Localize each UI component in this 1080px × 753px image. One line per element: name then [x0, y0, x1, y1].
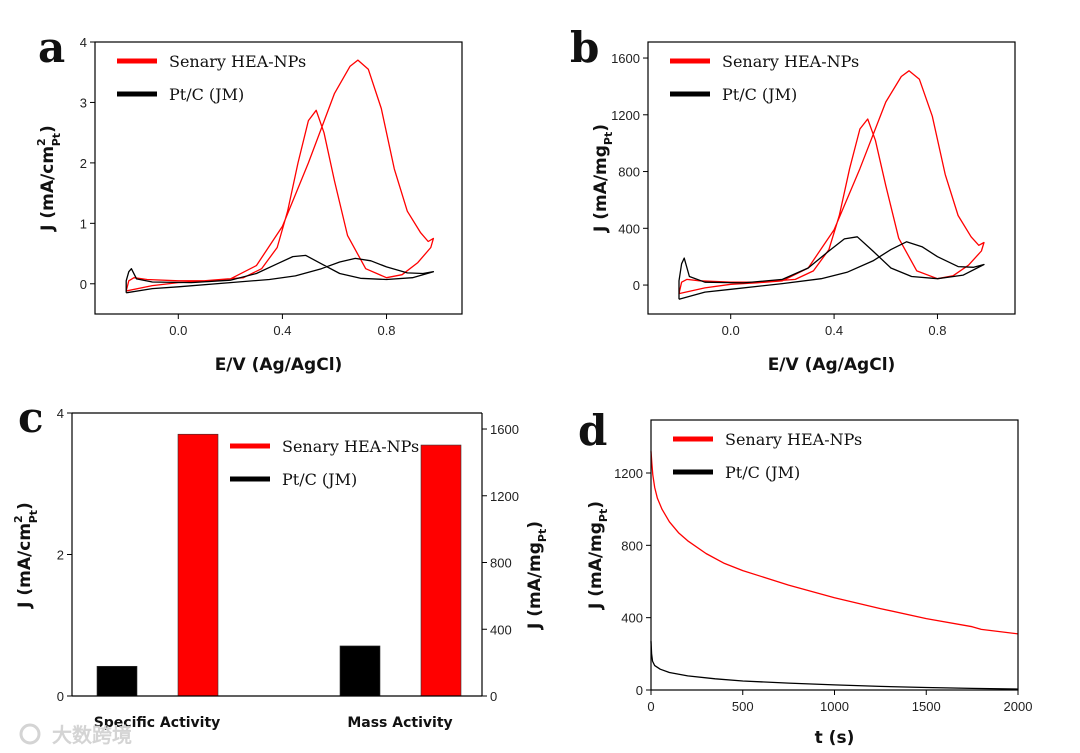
- series-line-ptc: [678, 236, 985, 300]
- series-line-hea: [678, 70, 985, 295]
- legend-label: Senary HEA-NPs: [725, 430, 862, 449]
- ylabel-main: J (mA/mg: [591, 145, 611, 233]
- legend-label: Pt/C (JM): [722, 85, 797, 104]
- x-tick-label: 0: [647, 699, 654, 714]
- y-tick-label-left: 4: [57, 406, 64, 421]
- y-tick-label: 800: [618, 165, 640, 180]
- y-tick-label: 400: [621, 611, 643, 626]
- y-tick-label: 0: [80, 277, 87, 292]
- bar-ptc: [96, 665, 138, 697]
- legend-label: Senary HEA-NPs: [282, 437, 419, 456]
- y-tick-label: 1200: [614, 466, 643, 481]
- x-tick-label: 1500: [912, 699, 941, 714]
- x-tick-label: 1000: [820, 699, 849, 714]
- ylabel-sup: 2: [12, 515, 25, 523]
- plot-frame: [647, 41, 1016, 315]
- panel-d: d 0 500 1000 1500 2000 0 400 800 1200 t (s) J (mA/m…: [578, 406, 1032, 748]
- ylabel-main: J (mA/cm: [15, 523, 35, 609]
- y-tick-label: 0: [633, 278, 640, 293]
- x-tick-label: 0.4: [825, 323, 843, 338]
- x-axis-label: t (s): [815, 728, 855, 748]
- y-tick-label: 1: [80, 216, 87, 231]
- panel-letter: d: [578, 406, 607, 455]
- ylabel-sub: Pt: [50, 133, 63, 146]
- y-tick-label-right: 400: [490, 622, 512, 637]
- series-line-hea: [650, 451, 1019, 635]
- y-tick-label-right: 1600: [490, 422, 519, 437]
- x-tick-label: 0.8: [377, 323, 395, 338]
- y-tick-label: 4: [80, 35, 87, 50]
- bar-hea: [420, 444, 462, 697]
- y-tick-label: 0: [636, 683, 643, 698]
- bar-ptc: [339, 645, 381, 697]
- y-tick-label: 3: [80, 95, 87, 110]
- legend-label: Senary HEA-NPs: [169, 52, 306, 71]
- x-tick-label: 0.8: [928, 323, 946, 338]
- x-axis-label: E/V (Ag/AgCl): [768, 355, 896, 375]
- x-tick-label: 500: [732, 699, 754, 714]
- bar-hea: [177, 433, 219, 697]
- ylabel-sup: 2: [35, 138, 48, 146]
- y-tick-label-right: 0: [490, 689, 497, 704]
- panel-c: c 0 2 4 0 400 800 1200 1600 Specific Activity Mass…: [12, 393, 549, 731]
- legend-label: Pt/C (JM): [282, 470, 357, 489]
- ylabel-sub: Pt: [536, 529, 549, 542]
- y-axis-label-left: J (mA/cm2 Pt): [12, 502, 40, 609]
- y-tick-label-left: 0: [57, 689, 64, 704]
- ylabel-sub: Pt: [27, 510, 40, 523]
- legend-label: Senary HEA-NPs: [722, 52, 859, 71]
- y-axis-label-right: J (mA/mgPt): [525, 521, 549, 630]
- x-tick-label: 0.0: [722, 323, 740, 338]
- y-tick-label-left: 2: [57, 548, 64, 563]
- y-axis-label: J (mA/mgPt): [586, 501, 610, 610]
- plot-frame: [650, 419, 1019, 691]
- y-tick-label-right: 800: [490, 556, 512, 571]
- category-label: Mass Activity: [347, 715, 452, 731]
- series-line-ptc: [650, 641, 1019, 690]
- y-tick-label: 400: [618, 221, 640, 236]
- x-tick-label: 0.0: [169, 323, 187, 338]
- y-tick-label: 800: [621, 538, 643, 553]
- x-tick-label: 0.4: [273, 323, 291, 338]
- plot-frame: [94, 41, 463, 315]
- ylabel-main: J (mA/mg: [525, 542, 545, 630]
- legend-label: Pt/C (JM): [725, 463, 800, 482]
- ylabel-sub: Pt: [602, 132, 615, 145]
- watermark-logo-icon: [19, 723, 41, 745]
- ylabel-end: ): [591, 124, 611, 132]
- ylabel-main: J (mA/mg: [586, 522, 606, 610]
- ylabel-sub: Pt: [597, 509, 610, 522]
- y-axis-label: J (mA/mgPt): [591, 124, 615, 233]
- x-axis-label: E/V (Ag/AgCl): [215, 355, 343, 375]
- ylabel-end: ): [38, 125, 58, 133]
- y-tick-label: 1200: [611, 108, 640, 123]
- panel-b: b 0.0 0.4 0.8 0 400 800 1200 1600 E/V (Ag/AgCl) J …: [570, 23, 1016, 375]
- ylabel-end: ): [586, 501, 606, 509]
- legend-label: Pt/C (JM): [169, 85, 244, 104]
- series-line-ptc: [125, 254, 435, 294]
- y-tick-label-right: 1200: [490, 489, 519, 504]
- ylabel-main: J (mA/cm: [38, 146, 58, 232]
- y-tick-label: 1600: [611, 51, 640, 66]
- panel-letter: b: [570, 23, 599, 72]
- watermark: 大数跨境: [52, 723, 132, 747]
- category-label: Specific Activity: [94, 715, 221, 731]
- y-axis-label: J (mA/cm2 Pt): [35, 125, 63, 232]
- panel-letter: a: [38, 23, 65, 72]
- ylabel-end: ): [15, 502, 35, 510]
- y-tick-label: 2: [80, 156, 87, 171]
- panel-letter: c: [18, 393, 44, 442]
- x-tick-label: 2000: [1004, 699, 1033, 714]
- ylabel-end: ): [525, 521, 545, 529]
